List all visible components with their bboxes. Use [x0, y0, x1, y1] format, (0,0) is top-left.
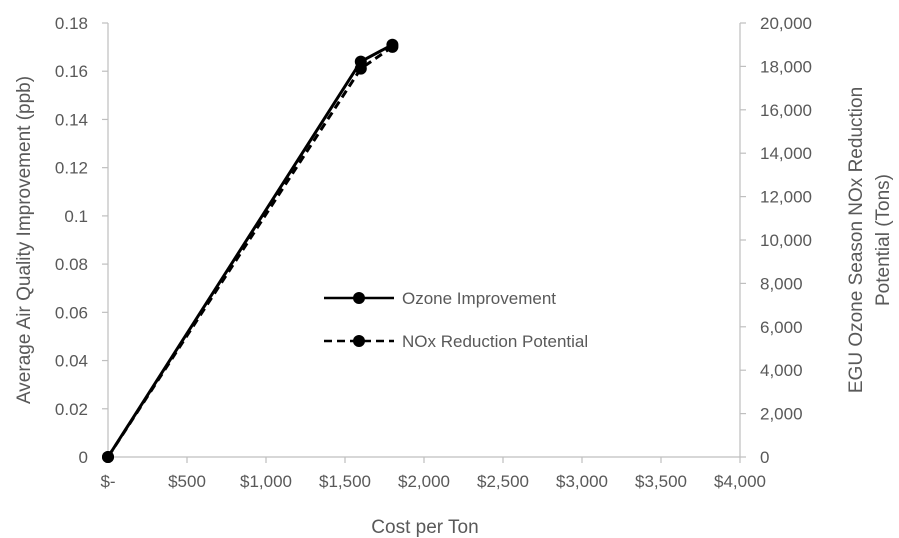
x-tick-label: $1,000 [240, 472, 292, 491]
y2-tick-label: 16,000 [760, 101, 812, 120]
series-layer [102, 38, 399, 463]
y2-tick-label: 4,000 [760, 361, 803, 380]
legend-label-nox-reduction: NOx Reduction Potential [402, 332, 588, 351]
x-tick-label: $2,500 [477, 472, 529, 491]
x-tick-label: $3,000 [556, 472, 608, 491]
y-tick-label: 0.08 [55, 255, 88, 274]
x-tick-label: $- [100, 472, 115, 491]
y2-tick-label: 20,000 [760, 14, 812, 33]
y2-axis-title-line2: Potential (Tons) [873, 174, 894, 306]
y2-tick-label: 10,000 [760, 231, 812, 250]
legend-marker-nox-reduction [353, 335, 365, 347]
y-tick-label: 0.02 [55, 400, 88, 419]
y-axis-right: 0 2,000 4,000 6,000 8,000 10,000 12,000 14,000 1… [739, 14, 812, 467]
legend-marker-ozone-improvement [353, 292, 365, 304]
y2-axis-title-line1: EGU Ozone Season NOx Reduction [846, 87, 867, 393]
y-tick-label: 0.06 [55, 303, 88, 322]
data-point-ozone-improvement [102, 451, 114, 463]
y-tick-label: 0 [79, 448, 88, 467]
y-tick-label: 0.04 [55, 352, 88, 371]
legend-label-ozone-improvement: Ozone Improvement [402, 289, 556, 308]
x-tick-label: $500 [168, 472, 206, 491]
data-point-ozone-improvement [386, 38, 399, 51]
y-axis-left: 0 0.02 0.04 0.06 0.08 0.1 0.12 0.14 0.16 0.18 [55, 14, 109, 467]
x-tick-label: $1,500 [319, 472, 371, 491]
y-tick-label: 0.18 [55, 14, 88, 33]
y-tick-label: 0.14 [55, 110, 88, 129]
y-axis-title: Average Air Quality Improvement (ppb) [14, 76, 35, 404]
y2-tick-label: 18,000 [760, 57, 812, 76]
y-tick-label: 0.12 [55, 159, 88, 178]
y2-tick-label: 12,000 [760, 188, 812, 207]
legend: Ozone Improvement NOx Reduction Potentia… [324, 289, 588, 351]
x-tick-label: $4,000 [714, 472, 766, 491]
y-tick-label: 0.1 [64, 207, 88, 226]
y2-tick-label: 6,000 [760, 318, 803, 337]
y2-tick-label: 2,000 [760, 405, 803, 424]
y2-tick-label: 0 [760, 448, 769, 467]
y2-tick-label: 8,000 [760, 274, 803, 293]
series-line-ozone-improvement [106, 43, 394, 458]
x-tick-label: $2,000 [398, 472, 450, 491]
x-tick-label: $3,500 [635, 472, 687, 491]
series-line-nox-reduction-potential [106, 45, 394, 458]
y-tick-label: 0.16 [55, 62, 88, 81]
x-axis: $- $500 $1,000 $1,500 $2,000 $2,500 $3,000 $3,5… [100, 456, 766, 491]
data-point-ozone-improvement [354, 55, 367, 68]
y2-tick-label: 14,000 [760, 144, 812, 163]
x-axis-title: Cost per Ton [371, 517, 478, 538]
